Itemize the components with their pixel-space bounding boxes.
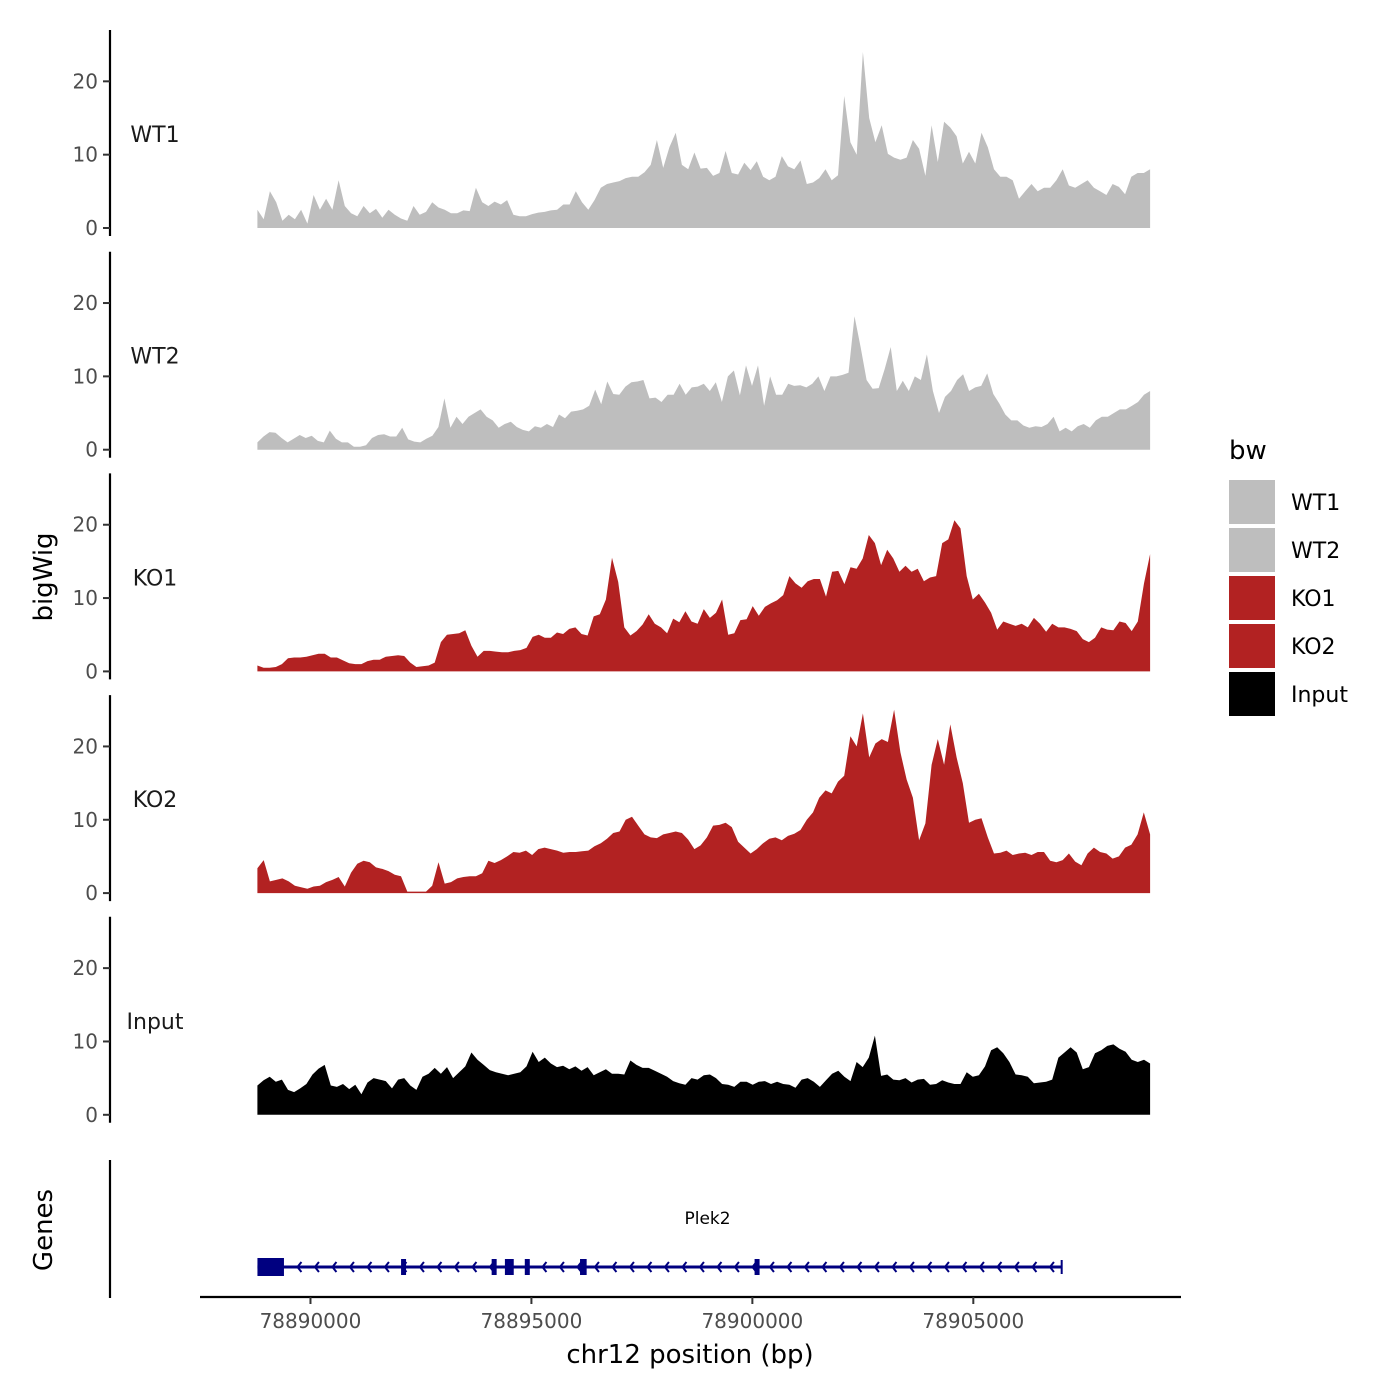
strand-arrow — [996, 1261, 1003, 1273]
track-wt1: 0 10 20 WT1 — [73, 30, 1151, 240]
strand-arrow — [348, 1261, 355, 1273]
x-tick-label: 78905000 — [922, 1309, 1024, 1333]
strand-arrow — [733, 1261, 740, 1273]
exon — [580, 1259, 587, 1275]
legend-key-ko2 — [1229, 624, 1275, 668]
x-tick-label: 78895000 — [481, 1309, 583, 1333]
legend-label-wt1: WT1 — [1291, 491, 1340, 516]
strand-arrow — [768, 1261, 775, 1273]
y-tick-label: 20 — [73, 69, 98, 93]
strand-arrow — [593, 1261, 600, 1273]
strand-arrow — [628, 1261, 635, 1273]
strand-arrow — [383, 1261, 390, 1273]
strand-arrow — [856, 1261, 863, 1273]
legend-title: bw — [1229, 436, 1267, 466]
strand-arrow — [418, 1261, 425, 1273]
strand-arrow — [838, 1261, 845, 1273]
track-input: 0 10 20 Input — [73, 916, 1151, 1127]
exon — [401, 1259, 407, 1275]
strand-arrow — [366, 1261, 373, 1273]
track-label-wt2: WT2 — [130, 345, 179, 370]
legend-label-input: Input — [1291, 683, 1348, 708]
strand-arrow — [926, 1261, 933, 1273]
x-axis-title: chr12 position (bp) — [566, 1340, 813, 1370]
strand-arrow — [541, 1261, 548, 1273]
legend-label-wt2: WT2 — [1291, 539, 1340, 564]
y-tick-label: 0 — [85, 659, 98, 683]
strand-arrow — [681, 1261, 688, 1273]
gene-track: Plek2 — [108, 1160, 1063, 1298]
legend-key-input — [1229, 672, 1275, 716]
track-label-ko1: KO1 — [133, 566, 178, 591]
y-tick-label: 0 — [85, 438, 98, 462]
strand-arrow — [698, 1261, 705, 1273]
y-tick-label: 10 — [73, 143, 98, 167]
track-label-wt1: WT1 — [130, 123, 179, 148]
y-tick-label: 20 — [73, 734, 98, 758]
gene-name-label: Plek2 — [685, 1209, 731, 1229]
strand-arrow — [891, 1261, 898, 1273]
legend-key-ko1 — [1229, 576, 1275, 620]
y-tick-label: 0 — [85, 1103, 98, 1127]
coverage-area-ko1 — [257, 520, 1151, 672]
strand-arrow — [821, 1261, 828, 1273]
exon — [754, 1259, 760, 1275]
exon — [504, 1259, 514, 1275]
strand-arrow — [908, 1261, 915, 1273]
strand-arrow — [873, 1261, 880, 1273]
coverage-area-input — [257, 1035, 1151, 1115]
track-wt2: 0 10 20 WT2 — [73, 251, 1151, 462]
strand-arrow — [331, 1261, 338, 1273]
y-axis-title: bigWig — [29, 532, 59, 621]
y-tick-label: 0 — [85, 881, 98, 905]
genes-axis-title: Genes — [29, 1189, 59, 1271]
strand-arrow — [1013, 1261, 1020, 1273]
y-tick-label: 10 — [73, 364, 98, 388]
legend-key-wt1 — [1229, 480, 1275, 524]
strand-arrow — [943, 1261, 950, 1273]
exon — [491, 1259, 497, 1275]
legend-label-ko2: KO2 — [1291, 635, 1336, 660]
legend: bw WT1 WT2 KO1 KO2 Input — [1229, 436, 1348, 716]
y-tick-label: 0 — [85, 216, 98, 240]
y-tick-label: 20 — [73, 513, 98, 537]
coverage-area-wt1 — [257, 52, 1151, 228]
x-tick-label: 78890000 — [260, 1309, 362, 1333]
x-axis: 78890000 78895000 78900000 78905000 — [200, 1295, 1181, 1333]
strand-arrow — [313, 1261, 320, 1273]
y-tick-label: 20 — [73, 291, 98, 315]
coverage-area-wt2 — [257, 316, 1151, 450]
strand-arrow — [453, 1261, 460, 1273]
strand-arrow — [296, 1261, 303, 1273]
y-tick-label: 10 — [73, 586, 98, 610]
coverage-tracks: 0 10 20 WT1 0 10 20 WT2 0 10 20 KO1 0 10 20 KO2 0 10 20 Inp… — [73, 30, 1151, 1127]
strand-arrow — [803, 1261, 810, 1273]
coverage-area-ko2 — [257, 709, 1151, 894]
exon — [257, 1258, 284, 1276]
track-label-input: Input — [127, 1010, 184, 1035]
strand-arrow — [611, 1261, 618, 1273]
strand-arrow — [716, 1261, 723, 1273]
strand-arrow — [471, 1261, 478, 1273]
strand-arrow — [961, 1261, 968, 1273]
track-ko2: 0 10 20 KO2 — [73, 695, 1151, 905]
strand-arrow — [786, 1261, 793, 1273]
strand-arrow — [1031, 1261, 1038, 1273]
legend-label-ko1: KO1 — [1291, 587, 1336, 612]
y-tick-label: 10 — [73, 808, 98, 832]
strand-arrow — [558, 1261, 565, 1273]
y-tick-label: 20 — [73, 956, 98, 980]
strand-arrow — [1048, 1261, 1055, 1273]
track-ko1: 0 10 20 KO1 — [73, 473, 1151, 683]
exon — [524, 1259, 530, 1275]
y-tick-label: 10 — [73, 1029, 98, 1053]
x-tick-label: 78900000 — [701, 1309, 803, 1333]
legend-key-wt2 — [1229, 528, 1275, 572]
strand-arrow — [436, 1261, 443, 1273]
strand-arrow — [978, 1261, 985, 1273]
track-label-ko2: KO2 — [133, 788, 178, 813]
strand-arrow — [663, 1261, 670, 1273]
strand-arrow — [646, 1261, 653, 1273]
